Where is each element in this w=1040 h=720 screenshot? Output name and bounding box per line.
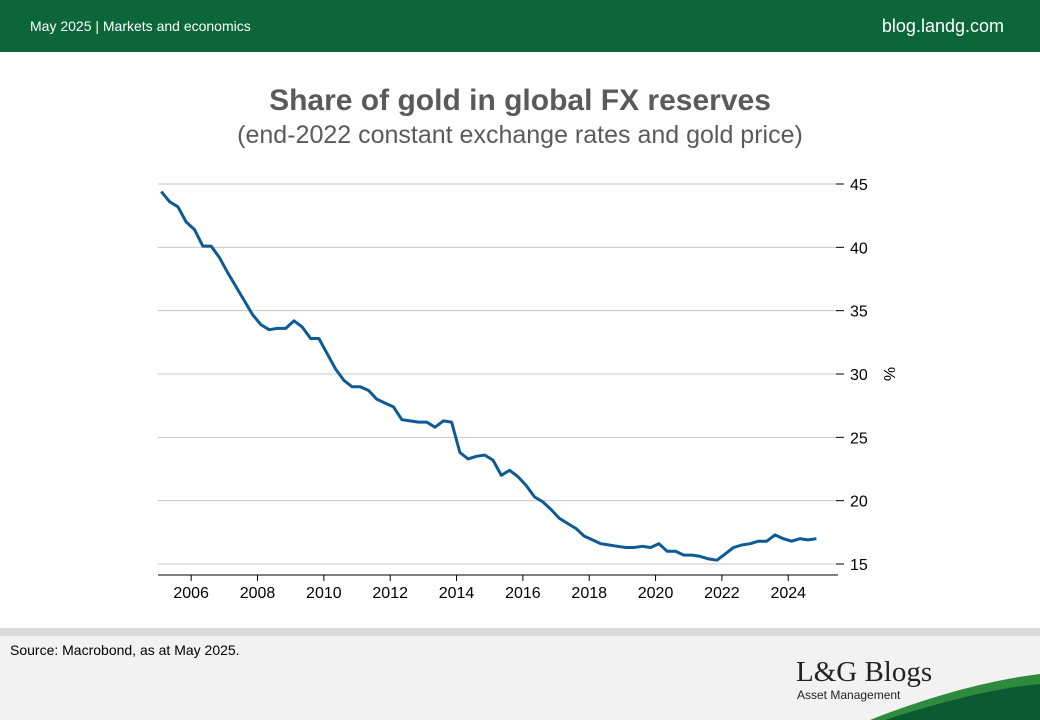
brand-swoosh [870, 674, 1040, 720]
footer: Source: Macrobond, as at May 2025. L&G B… [0, 636, 1040, 720]
x-tick-label-2016: 2016 [505, 585, 541, 602]
x-axis-ticks: 2006 2008 2010 2012 2014 2016 2018 2020 2022 2024 [173, 575, 806, 602]
y-tick-label-35: 35 [850, 304, 868, 321]
y-axis-label: % [880, 367, 897, 381]
x-tick-label-2018: 2018 [571, 585, 607, 602]
x-tick-label-2024: 2024 [770, 585, 806, 602]
gridlines [158, 183, 838, 565]
chart-title: Share of gold in global FX reserves [269, 84, 771, 117]
brand-logo-subtitle: Asset Management [797, 688, 901, 702]
x-tick-label-2014: 2014 [439, 585, 475, 602]
x-tick-label-2006: 2006 [173, 585, 209, 602]
x-tick-label-2022: 2022 [704, 585, 740, 602]
x-tick-label-2020: 2020 [638, 585, 674, 602]
x-tick-label-2012: 2012 [372, 585, 408, 602]
header-site-link[interactable]: blog.landg.com [881, 16, 1004, 36]
y-tick-label-20: 20 [850, 494, 868, 511]
x-tick-label-2010: 2010 [306, 585, 342, 602]
y-axis-ticks: 15 20 25 30 35 40 45 [836, 177, 868, 574]
line-chart: 2006 2008 2010 2012 2014 2016 2018 2020 2022 2024… [158, 177, 897, 602]
header-bar: May 2025 | Markets and economics blog.la… [0, 0, 1040, 52]
chart-subtitle: (end-2022 constant exchange rates and go… [237, 121, 803, 149]
y-tick-label-30: 30 [850, 367, 868, 384]
y-tick-label-15: 15 [850, 557, 868, 574]
source-note: Source: Macrobond, as at May 2025. [10, 642, 240, 658]
header-date-category: May 2025 | Markets and economics [30, 18, 251, 34]
y-tick-label-25: 25 [850, 430, 868, 447]
y-tick-label-40: 40 [850, 240, 868, 257]
footer-divider [0, 628, 1040, 636]
brand-logo-title: L&G Blogs [796, 656, 933, 688]
x-tick-label-2008: 2008 [240, 585, 276, 602]
series-line-gold-share [160, 190, 817, 562]
y-tick-label-45: 45 [850, 177, 868, 194]
